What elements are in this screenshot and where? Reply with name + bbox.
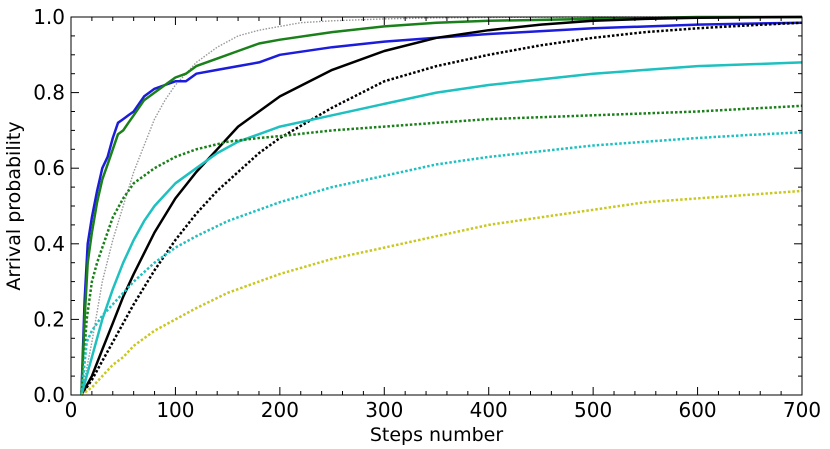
x-tick-label: 500 xyxy=(574,398,612,422)
series-line-6 xyxy=(80,61,803,396)
x-tick-label: 600 xyxy=(678,398,716,422)
tick-layer: 0 100 200 300 400 500 600 700 0.0 0.2 0.4 0.6 0.8 1.0 xyxy=(33,5,821,422)
series-layer xyxy=(80,15,803,397)
series-line-5 xyxy=(80,21,803,396)
x-axis-label: Steps number xyxy=(370,424,504,446)
series-line-8 xyxy=(80,131,803,396)
y-tick-label: 0.6 xyxy=(33,156,65,180)
plot-frame xyxy=(70,16,803,396)
x-tick-label: 700 xyxy=(783,398,821,422)
x-tick-label: 300 xyxy=(365,398,403,422)
x-tick-label: 100 xyxy=(156,398,194,422)
series-line-2 xyxy=(80,21,803,396)
series-line-1 xyxy=(80,16,802,396)
y-tick-label: 0.8 xyxy=(33,81,65,105)
x-tick-label: 400 xyxy=(470,398,508,422)
y-axis-label: Arrival probability xyxy=(3,121,25,290)
y-tick-label: 0.0 xyxy=(33,383,65,407)
x-tick-label: 200 xyxy=(261,398,299,422)
x-tick-label: 0 xyxy=(65,398,78,422)
series-line-9 xyxy=(80,189,803,397)
y-tick-label: 0.4 xyxy=(33,232,65,256)
y-tick-label: 1.0 xyxy=(33,5,65,29)
series-line-7 xyxy=(80,104,803,396)
series-line-3 xyxy=(80,15,802,396)
y-tick-label: 0.2 xyxy=(33,307,65,331)
series-line-4 xyxy=(80,15,803,396)
